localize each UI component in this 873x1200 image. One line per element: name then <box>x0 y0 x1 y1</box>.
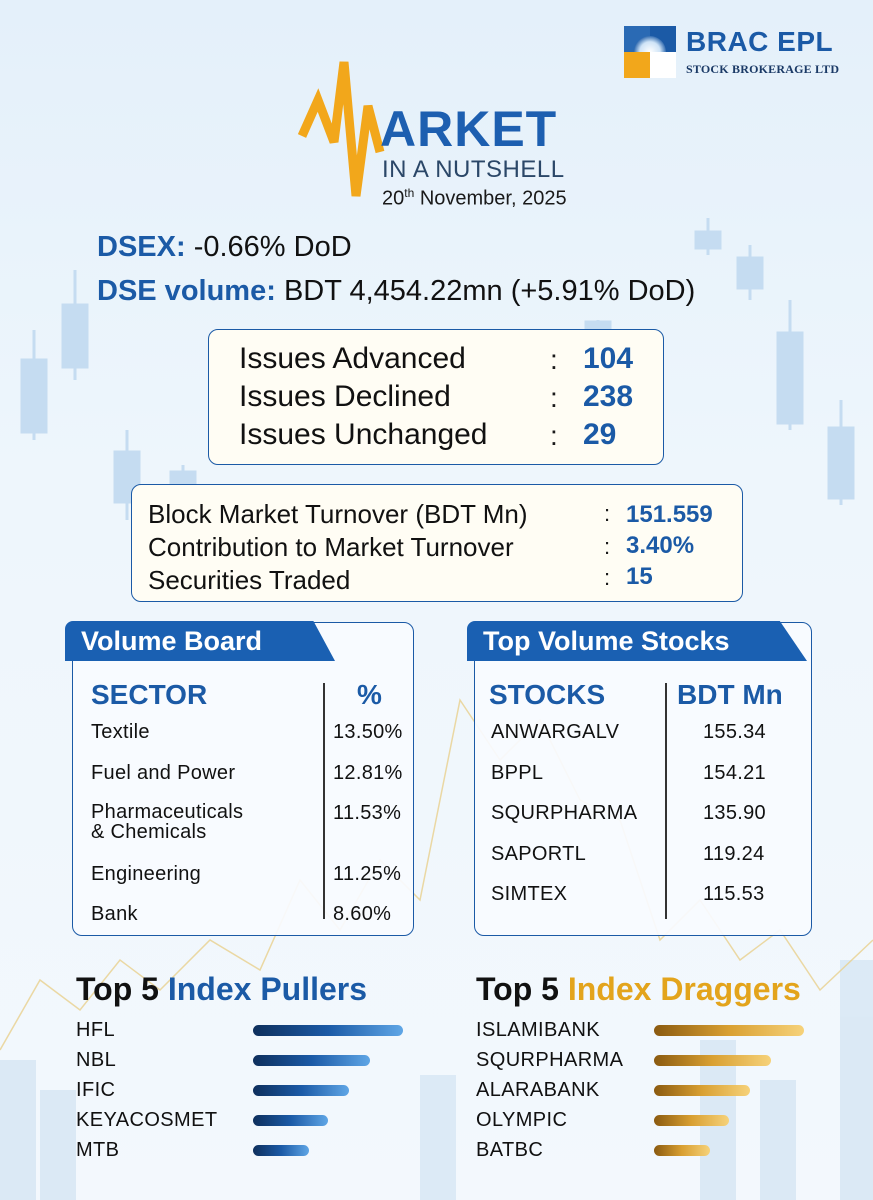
pulse-m-icon <box>297 61 385 197</box>
colon: : <box>550 382 558 413</box>
issues-unchanged-value: 29 <box>583 418 617 451</box>
sector-pct: 12.81% <box>333 762 403 784</box>
brac-logo-icon <box>624 26 676 78</box>
stock-name: ANWARGALV <box>491 721 620 743</box>
colon: : <box>604 534 611 559</box>
puller-bar <box>253 1085 349 1096</box>
block-turnover-label: Block Market Turnover (BDT Mn) <box>148 499 528 529</box>
puller-name: MTB <box>76 1139 120 1161</box>
stock-value: 135.90 <box>703 802 766 824</box>
dse-volume-value: BDT 4,454.22mn (+5.91% DoD) <box>283 275 696 307</box>
dse-volume-label: DSE volume: <box>97 275 276 307</box>
dragger-name: ISLAMIBANK <box>476 1019 601 1041</box>
sector-pct: 11.25% <box>333 863 402 885</box>
colon: : <box>550 344 558 375</box>
colon: : <box>550 420 558 451</box>
sector-name: Engineering <box>91 863 202 885</box>
report-date: 20th November, 2025 <box>382 186 567 210</box>
issues-card: Issues Advanced : 104 Issues Declined : … <box>208 329 664 465</box>
brand-subtitle: STOCK BROKERAGE LTD <box>686 62 840 76</box>
brand-name: BRAC EPL <box>686 26 834 57</box>
issues-declined-label: Issues Declined <box>239 380 451 413</box>
dragger-bar <box>654 1025 804 1036</box>
dragger-name: ALARABANK <box>476 1079 600 1101</box>
sector-name: Bank <box>91 903 138 925</box>
issues-advanced-value: 104 <box>583 342 634 375</box>
stock-value: 115.53 <box>703 883 765 905</box>
puller-name: NBL <box>76 1049 117 1071</box>
column-divider <box>323 683 325 919</box>
dragger-name: SQURPHARMA <box>476 1049 624 1071</box>
sector-name-line2: & Chemicals <box>91 821 207 843</box>
issues-declined-value: 238 <box>583 380 634 413</box>
dsex-line: DSEX: -0.66% DoD <box>97 231 352 264</box>
sector-pct: 13.50% <box>333 721 403 743</box>
dsex-label: DSEX: <box>97 231 186 263</box>
stock-value: 155.34 <box>703 721 766 743</box>
stock-name: SIMTEX <box>491 883 568 905</box>
contribution-value: 3.40% <box>626 532 695 559</box>
page-title: ARKET IN A NUTSHELL 20th November, 2025 <box>296 56 626 212</box>
sector-name: Textile <box>91 721 150 743</box>
puller-bar <box>253 1055 370 1066</box>
top-volume-panel: Top Volume Stocks STOCKS BDT Mn ANWARGAL… <box>467 621 812 936</box>
dragger-bar <box>654 1085 750 1096</box>
title-subtitle: IN A NUTSHELL <box>382 156 565 183</box>
brand-logo: BRAC EPL STOCK BROKERAGE LTD <box>624 26 854 80</box>
stock-name: SQURPHARMA <box>491 802 638 824</box>
sector-header: SECTOR <box>91 679 208 710</box>
block-market-card: Block Market Turnover (BDT Mn) : 151.559… <box>131 484 743 602</box>
issues-unchanged-label: Issues Unchanged <box>239 418 488 451</box>
title-market: ARKET <box>380 101 558 157</box>
puller-name: HFL <box>76 1019 115 1041</box>
top-volume-title: Top Volume Stocks <box>467 621 807 661</box>
contribution-label: Contribution to Market Turnover <box>148 532 514 562</box>
puller-name: IFIC <box>76 1079 116 1101</box>
dragger-bar <box>654 1055 771 1066</box>
securities-traded-label: Securities Traded <box>148 565 351 595</box>
puller-bar <box>253 1145 309 1156</box>
stock-value: 119.24 <box>703 843 765 865</box>
column-divider <box>665 683 667 919</box>
dragger-bar <box>654 1145 710 1156</box>
puller-bar <box>253 1115 328 1126</box>
sector-name: Pharmaceuticals <box>91 801 244 823</box>
issues-advanced-label: Issues Advanced <box>239 342 466 375</box>
pullers-title: Top 5 Index Pullers <box>76 971 368 1007</box>
dse-volume-line: DSE volume: BDT 4,454.22mn (+5.91% DoD) <box>97 275 695 308</box>
stocks-header: STOCKS <box>489 679 606 710</box>
sector-name: Fuel and Power <box>91 762 236 784</box>
block-turnover-value: 151.559 <box>626 501 713 528</box>
securities-traded-value: 15 <box>626 563 653 590</box>
sector-pct: 8.60% <box>333 903 392 925</box>
colon: : <box>604 501 611 526</box>
percent-header: % <box>357 679 382 710</box>
volume-board-panel: Volume Board SECTOR % Textile 13.50% Fue… <box>65 621 414 936</box>
stock-name: BPPL <box>491 762 544 784</box>
puller-bar <box>253 1025 403 1036</box>
dragger-name: BATBC <box>476 1139 544 1161</box>
puller-name: KEYACOSMET <box>76 1109 218 1131</box>
dragger-name: OLYMPIC <box>476 1109 568 1131</box>
draggers-title: Top 5 Index Draggers <box>476 971 801 1007</box>
volume-board-title: Volume Board <box>65 621 335 661</box>
dragger-bar <box>654 1115 729 1126</box>
colon: : <box>604 565 611 590</box>
stock-name: SAPORTL <box>491 843 587 865</box>
sector-pct: 11.53% <box>333 802 402 824</box>
stock-value: 154.21 <box>703 762 766 784</box>
bdt-mn-header: BDT Mn <box>677 679 783 710</box>
dsex-value: -0.66% DoD <box>193 231 352 263</box>
